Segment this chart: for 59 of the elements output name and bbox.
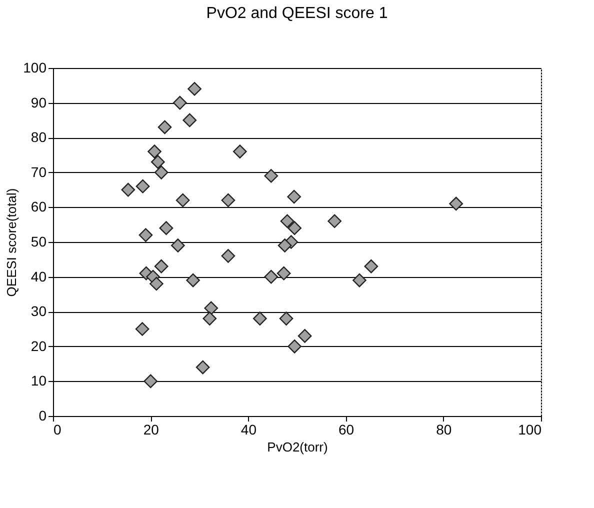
- y-tick-label: 70: [30, 164, 47, 180]
- x-tick-label: 60: [338, 422, 354, 438]
- x-axis-title: PvO2(torr): [267, 440, 328, 454]
- y-tick-label: 10: [30, 372, 47, 389]
- point: [188, 82, 202, 96]
- point: [148, 144, 162, 158]
- x-tick-label: 100: [518, 422, 542, 438]
- y-axis-title: QEESI score(total): [4, 188, 20, 297]
- point: [138, 228, 153, 242]
- x-tick-label: 40: [240, 422, 257, 438]
- point: [252, 312, 267, 326]
- point: [364, 259, 378, 274]
- point: [186, 273, 200, 288]
- y-tick-label: 50: [30, 234, 47, 250]
- point: [288, 221, 302, 236]
- point: [221, 193, 236, 208]
- point: [449, 196, 464, 211]
- point: [328, 214, 342, 228]
- y-tick-label: 60: [30, 198, 47, 215]
- point: [136, 179, 150, 194]
- point: [172, 96, 187, 110]
- point: [278, 238, 292, 252]
- x-tick-label: 80: [436, 422, 452, 438]
- point: [171, 238, 185, 252]
- point: [196, 360, 210, 374]
- point: [154, 165, 168, 180]
- point: [150, 155, 165, 169]
- point: [232, 144, 247, 158]
- point: [221, 248, 236, 263]
- point: [352, 273, 366, 288]
- point: [288, 339, 302, 354]
- point: [121, 182, 136, 197]
- point: [279, 312, 294, 326]
- x-tick-label: 20: [143, 422, 160, 438]
- point: [276, 266, 291, 280]
- y-tick-label: 0: [38, 408, 47, 424]
- point: [150, 276, 164, 291]
- y-tick-label: 80: [30, 129, 47, 146]
- point: [182, 113, 197, 128]
- y-tick-label: 90: [30, 94, 47, 110]
- y-tick-label: 100: [23, 60, 47, 76]
- point: [298, 329, 312, 343]
- point: [154, 259, 168, 274]
- point: [176, 193, 190, 208]
- point: [144, 374, 158, 388]
- point: [287, 190, 301, 204]
- point: [264, 270, 278, 284]
- point: [280, 214, 294, 228]
- chart-title: PvO2 and QEESI score 1: [206, 5, 388, 22]
- y-tick-label: 30: [30, 303, 47, 320]
- y-tick-label: 40: [30, 268, 47, 284]
- x-tick-label: 0: [54, 422, 62, 438]
- point: [159, 221, 174, 236]
- point: [135, 322, 150, 336]
- y-tick-label: 20: [30, 338, 47, 354]
- point: [202, 312, 217, 326]
- point: [158, 120, 172, 134]
- point: [204, 301, 218, 316]
- point: [264, 168, 278, 183]
